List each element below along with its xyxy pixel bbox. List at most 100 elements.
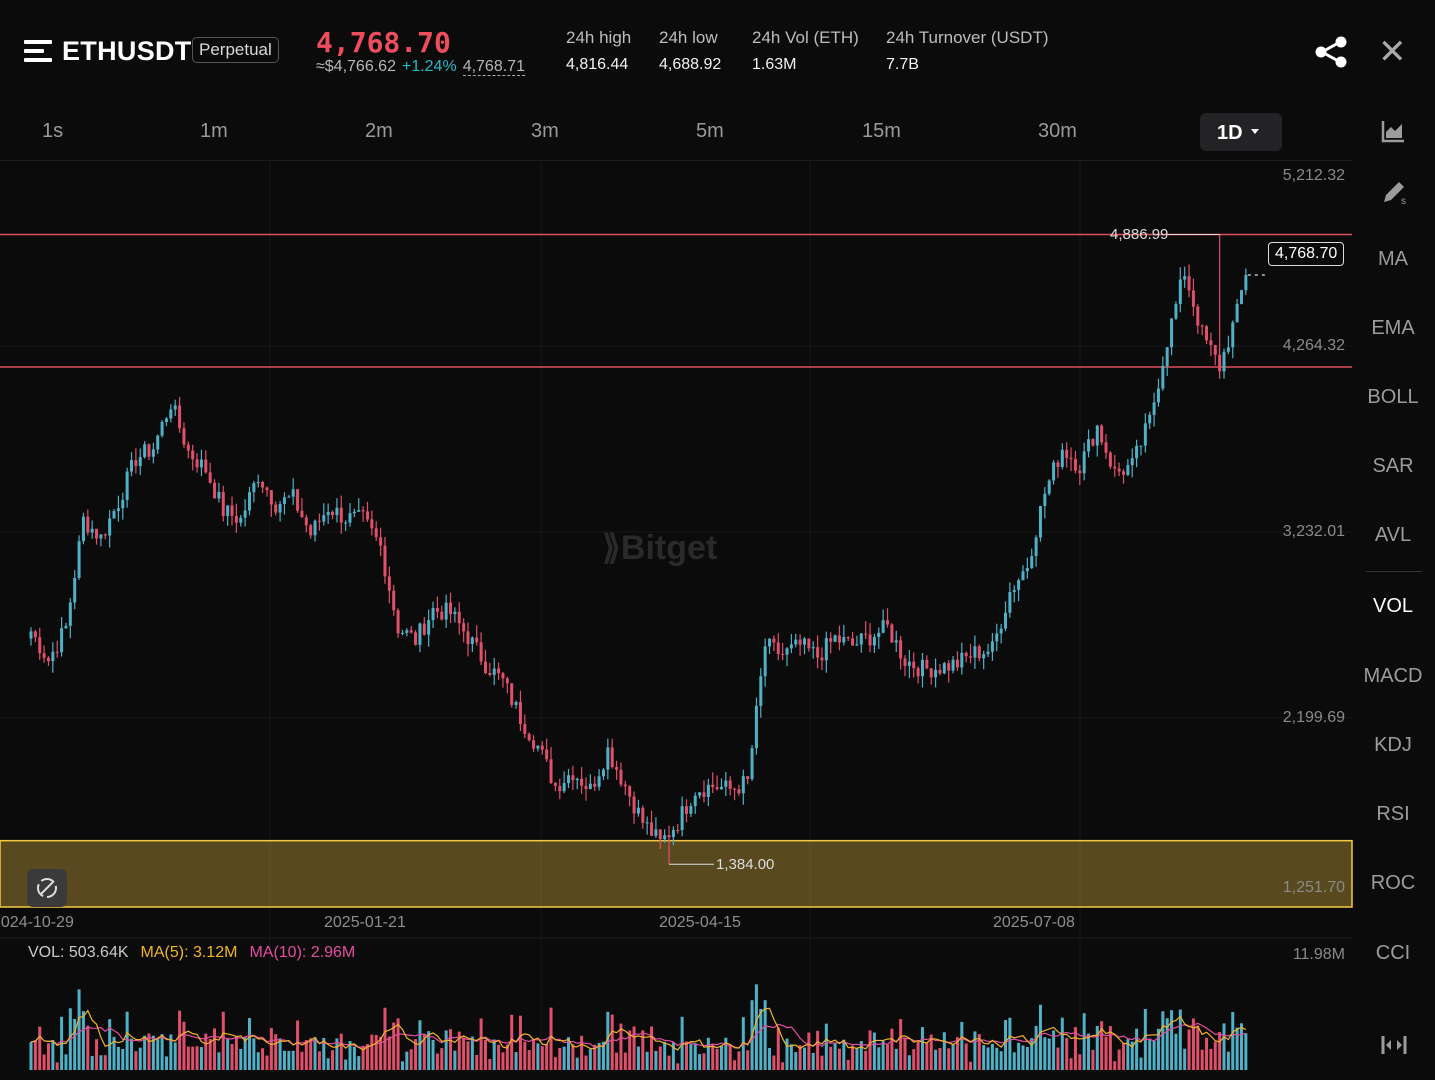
- indicator-ma[interactable]: MA: [1378, 248, 1408, 270]
- volume-bar: [1104, 1037, 1108, 1070]
- candle-body: [77, 541, 81, 578]
- candle-body: [667, 835, 671, 838]
- y-tick-label: 5,212.32: [1282, 167, 1345, 184]
- symbol-title[interactable]: ETHUSDT: [62, 36, 192, 66]
- indicator-macd[interactable]: MACD: [1363, 665, 1423, 687]
- candle-body: [387, 576, 391, 591]
- candle-body: [584, 785, 588, 789]
- close-icon[interactable]: ✕: [1378, 33, 1407, 71]
- high-price-label: 4,886.99: [1110, 226, 1169, 243]
- volume-bar: [230, 1044, 234, 1070]
- candle-body: [628, 786, 632, 797]
- tab-timeframe-30m[interactable]: 30m: [1038, 120, 1077, 142]
- candle-body: [296, 489, 300, 511]
- candlestick-chart[interactable]: [0, 0, 1360, 1080]
- candle-body: [121, 499, 125, 509]
- candle-body: [855, 644, 859, 646]
- indicator-sar[interactable]: SAR: [1372, 455, 1414, 477]
- candle-body: [768, 638, 772, 647]
- volume-bar: [1200, 1049, 1204, 1070]
- candle-body: [396, 610, 400, 634]
- volume-bar: [1174, 1033, 1178, 1070]
- volume-bar: [510, 1014, 514, 1070]
- volume-bar: [322, 1038, 326, 1070]
- indicator-boll[interactable]: BOLL: [1367, 386, 1419, 408]
- volume-bar: [929, 1034, 933, 1070]
- indicator-ema[interactable]: EMA: [1371, 317, 1415, 339]
- drawing-tool-icon[interactable]: s: [1380, 178, 1410, 211]
- mark-price[interactable]: 4,768.71: [462, 58, 525, 76]
- volume-bar: [1025, 1046, 1029, 1070]
- volume-bar: [676, 1063, 680, 1070]
- candle-body: [1222, 351, 1226, 372]
- timeframe-dropdown[interactable]: 1D: [1200, 113, 1282, 151]
- tab-timeframe-2m[interactable]: 2m: [365, 120, 393, 142]
- volume-bar: [195, 1046, 199, 1070]
- volume-bar: [1226, 1051, 1230, 1070]
- volume-bar: [151, 1035, 155, 1070]
- candle-body: [326, 511, 330, 516]
- indicator-rsi[interactable]: RSI: [1376, 803, 1410, 825]
- candle-body: [833, 635, 837, 642]
- candle-body: [234, 515, 238, 523]
- candle-body: [925, 659, 929, 669]
- candle-body: [650, 822, 654, 836]
- volume-bar: [903, 1038, 907, 1070]
- volume-bar: [1209, 1048, 1213, 1070]
- candle-body: [73, 577, 77, 603]
- volume-bar: [265, 1055, 269, 1070]
- indicator-cci[interactable]: CCI: [1375, 942, 1411, 964]
- tab-timeframe-3m[interactable]: 3m: [531, 120, 559, 142]
- tab-timeframe-1m[interactable]: 1m: [200, 120, 228, 142]
- candle-body: [1008, 591, 1012, 613]
- tab-timeframe-15m[interactable]: 15m: [862, 120, 901, 142]
- volume-bar: [1139, 1057, 1143, 1070]
- volume-bar: [278, 1038, 282, 1070]
- candle-body: [317, 520, 321, 522]
- candle-body: [829, 638, 833, 642]
- indicator-kdj[interactable]: KDJ: [1374, 734, 1412, 756]
- fit-range-icon[interactable]: [1380, 1034, 1408, 1061]
- volume-bar: [916, 1040, 920, 1070]
- candle-body: [156, 435, 160, 450]
- change-percent: +1.24%: [401, 58, 457, 75]
- volume-bar: [1156, 1028, 1160, 1070]
- indicator-roc[interactable]: ROC: [1370, 872, 1416, 894]
- chart-type-icon[interactable]: [1380, 118, 1406, 149]
- volume-bar: [173, 1042, 177, 1070]
- stat-value-turnover: 7.7B: [886, 56, 919, 73]
- volume-bar: [501, 1052, 505, 1070]
- candle-body: [1126, 465, 1130, 475]
- volume-bar: [33, 1040, 37, 1070]
- candle-body: [42, 653, 46, 658]
- candle-body: [558, 785, 562, 792]
- indicator-vol[interactable]: VOL: [1372, 595, 1414, 617]
- volume-bar: [868, 1030, 872, 1070]
- y-tick-label: 2,199.69: [1282, 709, 1345, 726]
- candle-body: [580, 778, 584, 786]
- volume-bar: [348, 1040, 352, 1070]
- volume-bar: [536, 1043, 540, 1070]
- x-tick-label: 2025-07-08: [993, 914, 1075, 931]
- candle-body: [540, 745, 544, 750]
- share-icon[interactable]: [1314, 36, 1348, 73]
- tab-timeframe-1s[interactable]: 1s: [42, 120, 64, 142]
- volume-bar: [116, 1046, 120, 1070]
- candle-body: [820, 657, 824, 661]
- candle-body: [357, 510, 361, 512]
- volume-bar: [606, 1011, 610, 1070]
- candle-body: [208, 472, 212, 483]
- indicator-avl[interactable]: AVL: [1374, 524, 1412, 546]
- candle-body: [982, 654, 986, 659]
- candle-body: [532, 740, 536, 749]
- divider: [0, 160, 1352, 161]
- candle-body: [138, 457, 142, 467]
- volume-bar: [597, 1042, 601, 1070]
- auto-scale-button[interactable]: [27, 869, 67, 907]
- menu-icon[interactable]: [24, 40, 52, 64]
- candle-body: [553, 782, 557, 786]
- tab-timeframe-5m[interactable]: 5m: [696, 120, 724, 142]
- last-price: 4,768.70: [316, 26, 451, 59]
- candle-body: [1205, 326, 1209, 341]
- volume-bar: [580, 1035, 584, 1070]
